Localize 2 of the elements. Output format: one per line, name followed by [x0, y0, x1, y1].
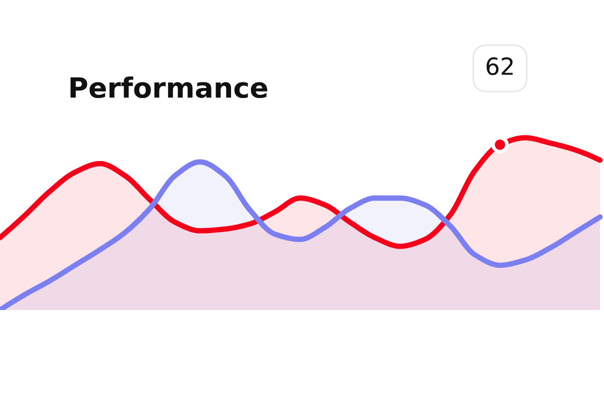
- chart-title: Performance: [70, 76, 268, 98]
- annotation: 62: [486, 57, 513, 76]
